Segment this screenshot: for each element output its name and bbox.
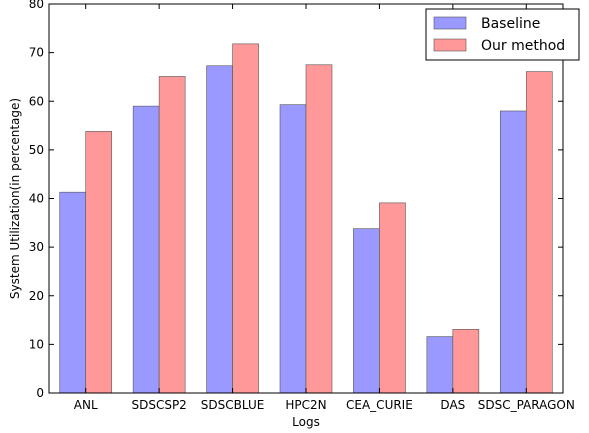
bar-our-method-sdscblue (232, 43, 259, 394)
bar-our-method-sdsc-paragon (525, 71, 553, 394)
x-tick-label-das: DAS (440, 398, 465, 412)
bar-baseline-cea-curie (353, 228, 380, 394)
y-tick-label: 20 (29, 289, 44, 303)
legend-swatch-baseline (433, 16, 467, 30)
y-tick-label: 50 (29, 143, 44, 157)
x-tick-label-sdsc-paragon: SDSC_PARAGON (478, 398, 575, 412)
y-axis-title: System Utilization(in percentage) (8, 98, 22, 299)
y-axis-ticks: 0 10 20 30 40 50 60 70 80 (29, 0, 563, 400)
y-tick-label: 70 (29, 46, 44, 60)
legend-label-baseline: Baseline (481, 16, 540, 32)
plot-frame (48, 3, 564, 394)
x-tick-label-cea-curie: CEA_CURIE (346, 398, 413, 412)
bar-baseline-sdscblue (206, 65, 233, 394)
bar-our-method-cea-curie (379, 202, 406, 394)
bars-group (59, 43, 553, 394)
bar-our-method-anl (85, 131, 113, 394)
legend-label-our-method: Our method (481, 38, 565, 54)
bar-baseline-anl (59, 191, 87, 394)
legend: Baseline Our method (425, 8, 580, 61)
bar-our-method-das (452, 329, 480, 394)
x-axis-title: Logs (292, 415, 320, 429)
y-tick-label: 0 (36, 386, 44, 400)
bar-baseline-das (426, 336, 454, 394)
legend-swatch-our-method (433, 38, 467, 52)
y-tick-label: 80 (29, 0, 44, 11)
bar-our-method-hpc2n (305, 64, 333, 394)
y-tick-label: 30 (29, 240, 44, 254)
y-tick-label: 60 (29, 94, 44, 108)
bar-baseline-hpc2n (279, 104, 307, 394)
x-tick-label-sdscsp2: SDSCSP2 (131, 398, 186, 412)
x-tick-label-anl: ANL (74, 398, 98, 412)
bar-our-method-sdscsp2 (158, 76, 186, 394)
y-tick-label: 40 (29, 192, 44, 206)
x-axis-ticks: ANL SDSCSP2 SDSCBLUE HPC2N CEA_CURIE DAS SDSC_… (74, 4, 575, 412)
y-tick-label: 10 (29, 337, 44, 351)
bar-baseline-sdsc-paragon (499, 110, 527, 394)
x-tick-label-sdscblue: SDSCBLUE (201, 398, 265, 412)
x-tick-label-hpc2n: HPC2N (285, 398, 326, 412)
bar-baseline-sdscsp2 (132, 105, 160, 394)
